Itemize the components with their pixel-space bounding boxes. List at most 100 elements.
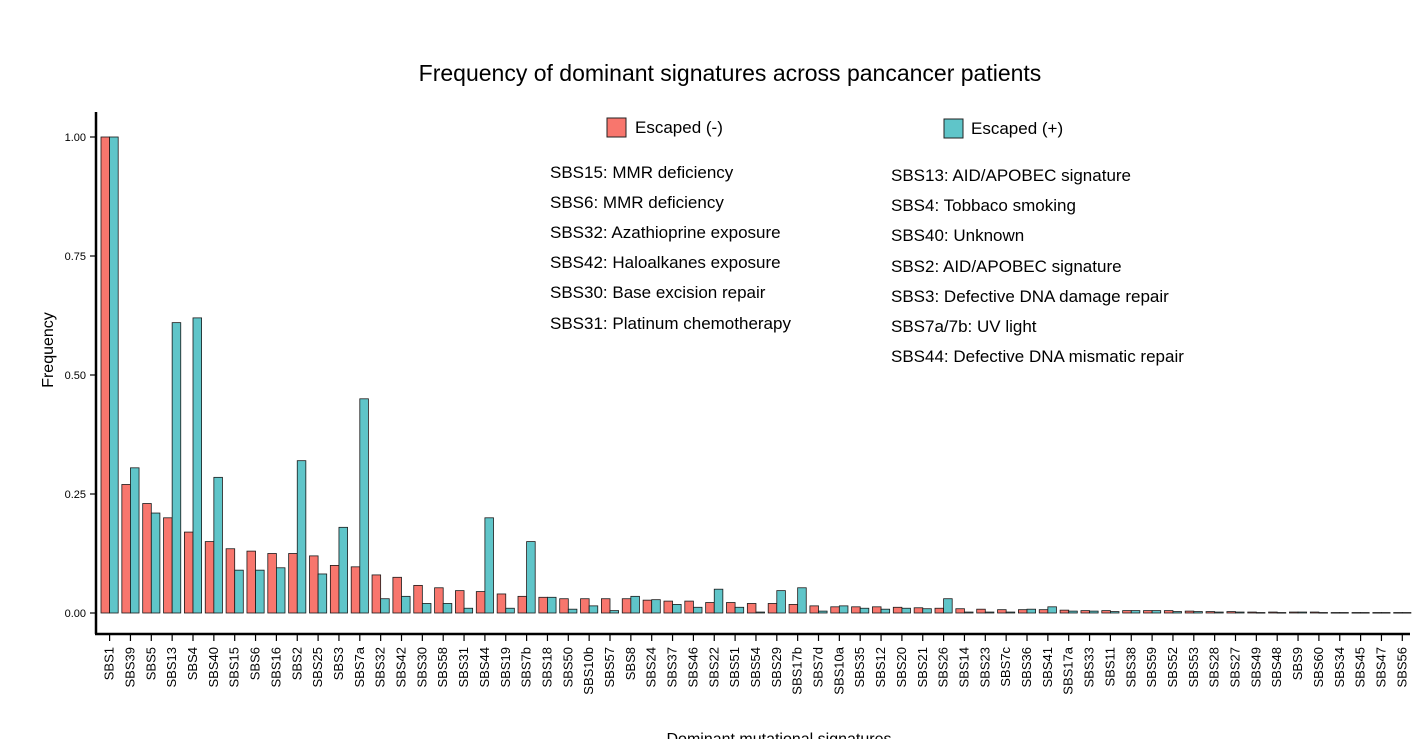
bar-escaped-pos-sbs60 xyxy=(1318,612,1328,614)
bar-escaped-pos-sbs50 xyxy=(567,608,578,614)
bar-escaped-pos-sbs35 xyxy=(859,607,870,614)
x-tick-label-sbs4: SBS4 xyxy=(185,647,200,680)
bar-escaped-neg-sbs37 xyxy=(663,600,673,614)
y-ticks: 0.00 0.25 0.50 0.75 1.00 xyxy=(65,132,96,620)
bar-escaped-pos-sbs45 xyxy=(1360,612,1370,614)
x-tick-label-sbs23: SBS23 xyxy=(977,647,992,687)
bar-escaped-neg-sbs38 xyxy=(1122,610,1132,614)
x-tick-label-sbs29: SBS29 xyxy=(769,647,784,687)
x-tick-label-sbs40: SBS40 xyxy=(206,647,221,687)
bar-escaped-neg-sbs20 xyxy=(892,606,903,614)
bar-escaped-neg-sbs14 xyxy=(955,608,965,614)
bar-escaped-pos-sbs25 xyxy=(317,573,328,614)
annotations-escaped-pos: SBS13: AID/APOBEC signature SBS4: Tobbac… xyxy=(891,166,1184,366)
x-tick-label-sbs39: SBS39 xyxy=(122,647,137,687)
bar-escaped-pos-sbs52 xyxy=(1172,611,1182,614)
bar-escaped-neg-sbs19 xyxy=(496,593,507,614)
bar-escaped-neg-sbs32 xyxy=(371,574,382,614)
bar-escaped-neg-sbs48 xyxy=(1268,611,1278,614)
annotation-pos-7: SBS44: Defective DNA mismatic repair xyxy=(891,347,1184,366)
x-tick-label-sbs59: SBS59 xyxy=(1144,647,1159,687)
bar-escaped-neg-sbs16 xyxy=(267,553,277,614)
annotation-neg-5: SBS30: Base excision repair xyxy=(550,283,766,302)
bar-escaped-neg-sbs18 xyxy=(538,596,548,614)
bar-escaped-pos-sbs12 xyxy=(880,608,891,614)
bar-escaped-neg-sbs53 xyxy=(1184,610,1195,614)
bar-escaped-pos-sbs17b xyxy=(797,587,807,614)
x-tick-label-sbs52: SBS52 xyxy=(1165,647,1180,687)
bar-escaped-neg-sbs12 xyxy=(872,606,882,614)
bar-escaped-neg-sbs51 xyxy=(726,602,736,614)
bar-escaped-pos-sbs7d xyxy=(818,610,828,614)
bar-escaped-pos-sbs41 xyxy=(1047,606,1057,614)
bar-escaped-neg-sbs24 xyxy=(642,599,653,614)
x-tick-label-sbs17b: SBS17b xyxy=(790,647,805,695)
bar-escaped-pos-sbs26 xyxy=(943,598,953,614)
bar-escaped-neg-sbs10b xyxy=(580,598,590,614)
bar-escaped-neg-sbs22 xyxy=(705,602,715,614)
bar-escaped-pos-sbs51 xyxy=(734,606,745,614)
bar-escaped-pos-sbs16 xyxy=(275,567,286,614)
bar-escaped-neg-sbs8 xyxy=(621,598,632,614)
bar-escaped-pos-sbs24 xyxy=(651,599,661,614)
bar-escaped-neg-sbs10a xyxy=(830,606,840,614)
bar-escaped-pos-sbs47 xyxy=(1381,612,1391,614)
x-tick-label-sbs21: SBS21 xyxy=(915,647,930,687)
legend-item-escaped-neg: Escaped (-) xyxy=(606,117,723,138)
bar-escaped-neg-sbs9 xyxy=(1289,611,1299,614)
bar-escaped-neg-sbs59 xyxy=(1143,610,1153,614)
bar-escaped-neg-sbs54 xyxy=(746,603,757,614)
x-tick-label-sbs9: SBS9 xyxy=(1290,647,1305,680)
bar-escaped-pos-sbs10a xyxy=(838,605,849,614)
axes xyxy=(94,112,1410,636)
bar-escaped-neg-sbs31 xyxy=(455,590,465,614)
bar-escaped-neg-sbs58 xyxy=(434,587,444,614)
bar-escaped-neg-sbs60 xyxy=(1309,611,1320,614)
bar-escaped-neg-sbs45 xyxy=(1351,612,1362,614)
x-tick-label-sbs7b: SBS7b xyxy=(519,647,534,687)
x-tick-label-sbs45: SBS45 xyxy=(1353,647,1368,687)
bar-escaped-neg-sbs5 xyxy=(142,503,152,614)
annotation-pos-4: SBS2: AID/APOBEC signature xyxy=(891,257,1122,276)
bar-escaped-neg-sbs27 xyxy=(1226,611,1236,614)
bar-escaped-pos-sbs20 xyxy=(901,607,911,614)
annotation-pos-3: SBS40: Unknown xyxy=(891,226,1024,245)
x-tick-label-sbs48: SBS48 xyxy=(1269,647,1284,687)
x-tick-label-sbs54: SBS54 xyxy=(748,647,763,687)
bar-escaped-pos-sbs23 xyxy=(984,611,995,614)
x-tick-label-sbs56: SBS56 xyxy=(1394,647,1409,687)
bar-escaped-neg-sbs30 xyxy=(413,584,423,614)
annotation-pos-6: SBS7a/7b: UV light xyxy=(891,317,1037,336)
x-tick-label-sbs27: SBS27 xyxy=(1228,647,1243,687)
x-tick-label-sbs8: SBS8 xyxy=(623,647,638,680)
legend-swatch-escaped-neg xyxy=(606,117,627,138)
bar-escaped-pos-sbs11 xyxy=(1110,611,1120,614)
bar-escaped-pos-sbs13 xyxy=(171,322,182,614)
bar-escaped-neg-sbs21 xyxy=(913,607,924,614)
x-ticks: SBS1 SBS39 SBS5 SBS13 SBS4 SBS40 SBS15 SBS6 SBS1… xyxy=(102,634,1409,695)
bar-escaped-pos-sbs2 xyxy=(296,460,307,614)
x-tick-label-sbs36: SBS36 xyxy=(1019,647,1034,687)
x-tick-label-sbs22: SBS22 xyxy=(706,647,721,687)
x-tick-label-sbs25: SBS25 xyxy=(310,647,325,687)
bar-escaped-pos-sbs9 xyxy=(1297,611,1308,614)
x-tick-label-sbs50: SBS50 xyxy=(560,647,575,687)
bar-escaped-neg-sbs46 xyxy=(684,600,694,614)
bar-escaped-neg-sbs17a xyxy=(1059,609,1070,614)
bar-escaped-pos-sbs8 xyxy=(630,595,640,614)
x-tick-label-sbs11: SBS11 xyxy=(1102,647,1117,687)
bar-escaped-neg-sbs2 xyxy=(288,553,298,614)
bar-escaped-neg-sbs6 xyxy=(246,550,256,614)
bar-escaped-pos-sbs48 xyxy=(1276,612,1287,614)
x-tick-label-sbs32: SBS32 xyxy=(373,647,388,687)
x-tick-label-sbs37: SBS37 xyxy=(665,647,680,687)
bar-escaped-pos-sbs10b xyxy=(588,605,599,614)
x-tick-label-sbs30: SBS30 xyxy=(414,647,429,687)
bar-escaped-neg-sbs57 xyxy=(601,598,611,614)
x-tick-label-sbs60: SBS60 xyxy=(1311,647,1326,687)
annotation-pos-5: SBS3: Defective DNA damage repair xyxy=(891,287,1169,306)
x-tick-label-sbs13: SBS13 xyxy=(164,647,179,687)
legend-swatch-escaped-pos xyxy=(943,118,964,139)
bar-escaped-pos-sbs38 xyxy=(1130,610,1141,614)
bar-escaped-pos-sbs58 xyxy=(442,603,453,614)
